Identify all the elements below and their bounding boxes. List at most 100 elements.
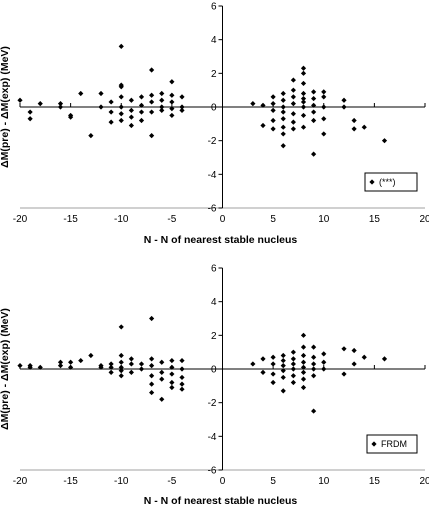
data-point xyxy=(37,101,43,107)
x-tick-label: 20 xyxy=(419,214,429,225)
y-tick-label: 0 xyxy=(211,103,217,114)
x-tick-label: 15 xyxy=(369,476,381,487)
data-point xyxy=(57,104,64,110)
x-tick-label: -10 xyxy=(114,214,129,225)
data-point xyxy=(290,361,296,367)
data-point xyxy=(57,359,64,365)
data-point xyxy=(149,373,155,379)
data-point xyxy=(270,354,276,360)
data-point xyxy=(138,117,145,124)
data-point xyxy=(260,356,266,362)
data-point xyxy=(27,116,33,122)
legend: (***) xyxy=(364,172,418,192)
data-point xyxy=(108,361,114,367)
data-point xyxy=(27,109,33,115)
y-tick-label: 4 xyxy=(211,35,217,46)
y-tick-label: -6 xyxy=(208,204,217,215)
data-point xyxy=(300,359,307,365)
data-point xyxy=(169,99,175,105)
x-tick-label: 10 xyxy=(318,214,330,225)
data-point xyxy=(159,359,165,365)
data-point xyxy=(280,109,286,115)
legend: FRDM xyxy=(366,434,418,454)
data-point xyxy=(159,396,165,402)
data-point xyxy=(311,95,317,102)
data-point xyxy=(321,351,327,357)
data-point xyxy=(68,364,74,370)
data-point xyxy=(98,104,104,110)
data-point xyxy=(280,388,286,394)
data-point xyxy=(300,332,307,338)
data-point xyxy=(17,363,23,369)
data-point xyxy=(280,90,286,97)
data-point xyxy=(260,369,266,375)
data-point xyxy=(169,112,175,119)
data-point xyxy=(270,101,276,107)
y-tick-label: 2 xyxy=(211,69,217,80)
data-point xyxy=(300,376,307,382)
data-point xyxy=(280,368,286,374)
x-tick-label: -15 xyxy=(63,476,78,487)
data-point xyxy=(179,366,185,372)
series-0 xyxy=(17,43,388,157)
data-point xyxy=(138,366,145,372)
data-point xyxy=(321,131,327,137)
x-tick-label: -20 xyxy=(13,214,28,225)
data-point xyxy=(300,90,307,97)
data-point xyxy=(300,124,307,130)
data-point xyxy=(280,124,286,130)
data-point xyxy=(57,363,64,369)
data-point xyxy=(149,356,155,362)
data-point xyxy=(270,94,276,100)
data-point xyxy=(118,352,124,359)
series-1 xyxy=(17,315,388,414)
data-point xyxy=(128,114,134,120)
data-point xyxy=(311,354,317,360)
data-point xyxy=(311,89,317,95)
data-point xyxy=(341,104,347,110)
data-point xyxy=(321,104,327,110)
data-point xyxy=(280,143,286,149)
x-tick-label: 15 xyxy=(369,214,381,225)
data-point xyxy=(280,363,286,369)
data-point xyxy=(128,356,134,362)
data-point xyxy=(159,90,165,97)
data-point xyxy=(159,369,165,375)
data-point xyxy=(290,356,296,362)
data-point xyxy=(361,124,367,130)
data-point xyxy=(78,90,84,97)
x-axis-title: N - N of nearest stable nucleus xyxy=(144,495,298,507)
data-point xyxy=(37,364,43,370)
data-point xyxy=(88,352,94,359)
data-point xyxy=(118,368,124,374)
data-point xyxy=(351,126,357,132)
data-point xyxy=(118,364,124,370)
data-point xyxy=(321,359,327,365)
data-point xyxy=(149,99,155,105)
legend-label: (***) xyxy=(379,177,396,187)
data-point xyxy=(250,101,256,107)
data-point xyxy=(57,101,64,107)
data-point xyxy=(300,112,307,119)
data-point xyxy=(179,94,185,100)
x-tick-label: -10 xyxy=(114,476,129,487)
x-tick-label: -20 xyxy=(13,476,28,487)
data-point xyxy=(149,363,155,369)
data-point xyxy=(149,109,155,115)
data-point xyxy=(108,364,114,370)
data-point xyxy=(169,106,175,112)
data-point xyxy=(159,104,165,110)
data-point xyxy=(351,361,357,367)
data-point xyxy=(311,109,317,115)
data-point xyxy=(290,119,296,125)
data-point xyxy=(128,122,134,129)
data-point xyxy=(290,87,296,93)
data-point xyxy=(108,99,114,105)
y-axis-title: ΔM(pre) - ΔM(exp) (MeV) xyxy=(0,308,11,430)
data-point xyxy=(290,349,296,355)
data-point xyxy=(159,97,165,103)
data-point xyxy=(88,133,94,139)
data-point xyxy=(311,117,317,124)
data-point xyxy=(179,107,185,113)
